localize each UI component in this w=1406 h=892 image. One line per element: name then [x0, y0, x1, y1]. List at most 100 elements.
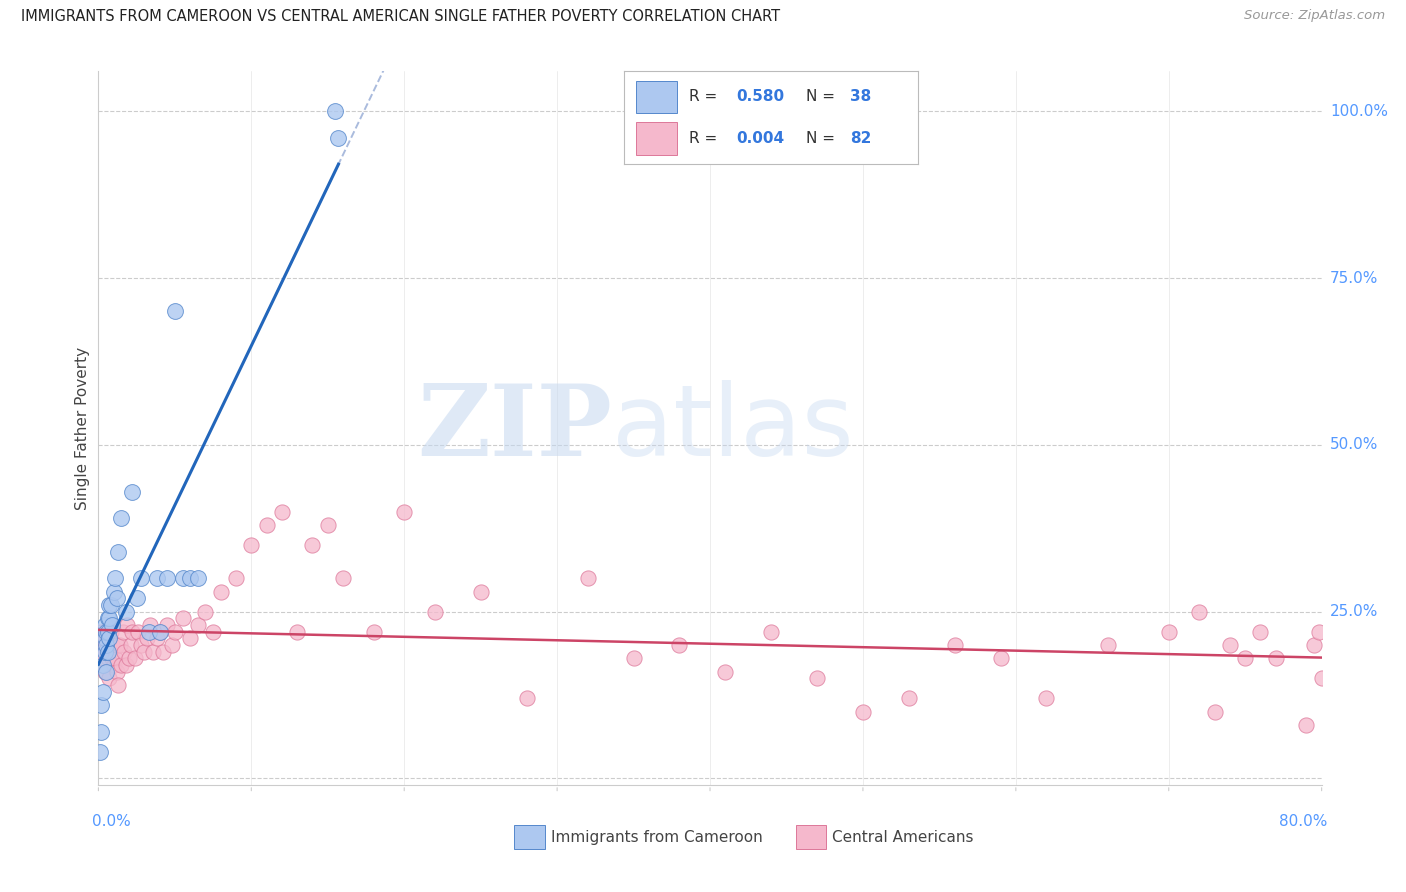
Point	[97, 611, 120, 625]
Point	[91, 684, 114, 698]
Point	[91, 632, 114, 646]
Point	[897, 691, 920, 706]
Point	[89, 745, 111, 759]
Bar	[796, 825, 827, 849]
Point	[852, 705, 875, 719]
Point	[325, 104, 347, 119]
Point	[714, 665, 737, 679]
Point	[392, 504, 416, 518]
Point	[179, 571, 201, 585]
Point	[101, 638, 124, 652]
Point	[285, 624, 308, 639]
Point	[806, 671, 828, 685]
Point	[97, 644, 120, 658]
Point	[136, 632, 159, 646]
Point	[156, 571, 179, 585]
Point	[94, 665, 117, 679]
Point	[623, 651, 645, 665]
Point	[1035, 691, 1057, 706]
Point	[94, 638, 117, 652]
Point	[301, 538, 323, 552]
Point	[98, 611, 121, 625]
Point	[142, 644, 165, 658]
Point	[112, 644, 135, 658]
Point	[209, 584, 232, 599]
Point	[194, 605, 217, 619]
Point	[105, 665, 128, 679]
Point	[108, 638, 131, 652]
Point	[121, 624, 143, 639]
Point	[990, 651, 1012, 665]
Point	[118, 651, 141, 665]
Point	[90, 724, 112, 739]
Point	[156, 618, 179, 632]
Point	[759, 624, 782, 639]
Point	[93, 618, 115, 632]
Point	[127, 624, 149, 639]
Point	[121, 484, 143, 499]
Text: 100.0%: 100.0%	[1330, 103, 1388, 119]
Point	[1157, 624, 1180, 639]
Point	[129, 638, 152, 652]
Point	[163, 304, 186, 318]
Point	[1188, 605, 1211, 619]
Point	[97, 624, 120, 639]
Point	[97, 651, 120, 665]
Point	[107, 544, 129, 558]
Point	[90, 644, 112, 658]
Point	[101, 651, 124, 665]
Text: 75.0%: 75.0%	[1330, 270, 1378, 285]
Point	[100, 598, 122, 612]
Point	[149, 624, 172, 639]
Point	[328, 131, 350, 145]
Point	[111, 624, 134, 639]
Point	[103, 657, 125, 672]
Point	[139, 618, 162, 632]
Point	[120, 638, 142, 652]
Point	[105, 591, 128, 606]
Point	[93, 632, 115, 646]
Point	[1264, 651, 1286, 665]
Point	[98, 598, 121, 612]
Point	[160, 638, 183, 652]
Text: 25.0%: 25.0%	[1330, 604, 1378, 619]
Point	[129, 571, 152, 585]
Point	[125, 591, 148, 606]
Point	[1234, 651, 1257, 665]
Point	[270, 504, 292, 518]
Point	[134, 644, 156, 658]
Point	[1310, 671, 1333, 685]
Point	[668, 638, 690, 652]
Point	[1303, 638, 1326, 652]
Point	[149, 624, 172, 639]
Text: atlas: atlas	[612, 380, 853, 476]
Point	[256, 517, 278, 532]
Point	[89, 638, 111, 652]
Point	[1204, 705, 1226, 719]
Point	[163, 624, 186, 639]
Point	[94, 624, 117, 639]
Point	[98, 638, 121, 652]
Point	[172, 611, 194, 625]
Point	[138, 624, 160, 639]
Point	[91, 651, 114, 665]
Point	[90, 698, 112, 712]
Point	[105, 638, 128, 652]
Point	[423, 605, 446, 619]
Point	[145, 571, 167, 585]
Text: IMMIGRANTS FROM CAMEROON VS CENTRAL AMERICAN SINGLE FATHER POVERTY CORRELATION C: IMMIGRANTS FROM CAMEROON VS CENTRAL AMER…	[21, 9, 780, 24]
Point	[93, 644, 115, 658]
Point	[152, 644, 174, 658]
Point	[1308, 624, 1330, 639]
Point	[101, 618, 124, 632]
Point	[943, 638, 966, 652]
Y-axis label: Single Father Poverty: Single Father Poverty	[75, 347, 90, 509]
Text: 50.0%: 50.0%	[1330, 437, 1378, 452]
Point	[124, 651, 146, 665]
Point	[1249, 624, 1271, 639]
Point	[187, 571, 209, 585]
Point	[115, 657, 138, 672]
Point	[103, 584, 125, 599]
Point	[240, 538, 263, 552]
Point	[110, 657, 132, 672]
